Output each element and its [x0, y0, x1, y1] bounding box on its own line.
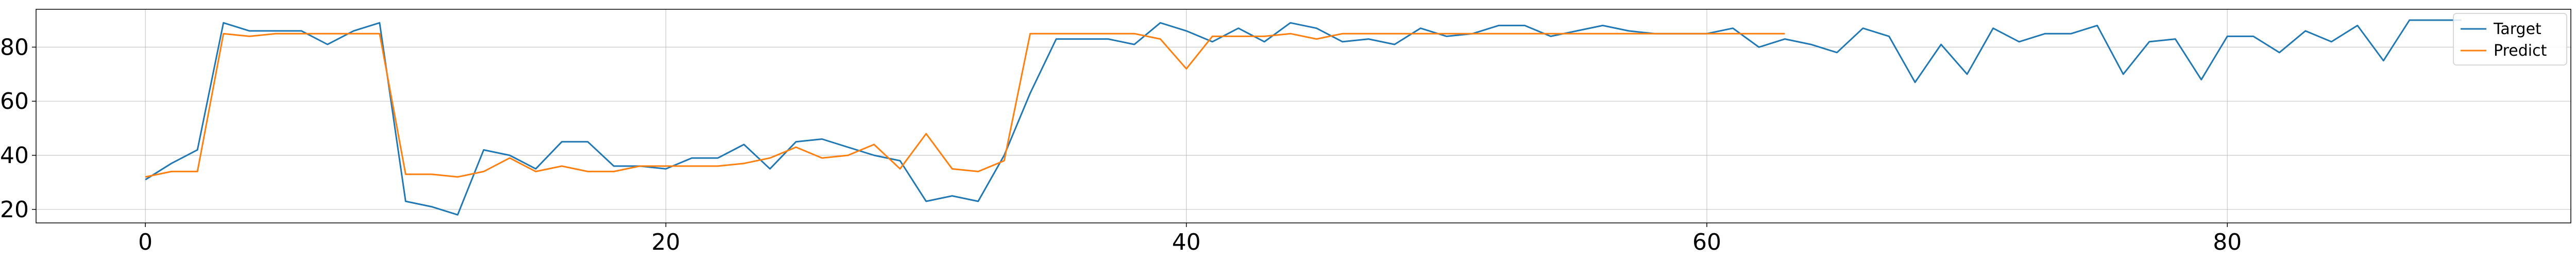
legend: Target Predict: [2453, 13, 2567, 66]
y-tick-label: 40: [0, 142, 29, 169]
x-tick-label: 60: [1692, 229, 1721, 255]
legend-label-target: Target: [2493, 20, 2541, 38]
y-tick-label: 20: [0, 197, 29, 223]
series-line-predict: [145, 33, 1785, 178]
series-lines: [145, 19, 2462, 216]
x-tick-label: 40: [1172, 229, 1201, 255]
y-tick-label: 80: [0, 34, 29, 60]
x-tick-label: 0: [138, 229, 152, 255]
series-line-target: [145, 19, 2462, 216]
plot-area-frame: [36, 9, 2571, 223]
legend-label-predict: Predict: [2494, 42, 2547, 60]
legend-box: [2453, 13, 2567, 66]
x-tick-label: 80: [2213, 229, 2242, 255]
x-tick-label: 20: [651, 229, 680, 255]
grid: [36, 9, 2571, 223]
y-tick-label: 60: [0, 88, 29, 115]
axis-ticks: 0 20 40 60 80 20 40 60 80: [0, 34, 2242, 255]
